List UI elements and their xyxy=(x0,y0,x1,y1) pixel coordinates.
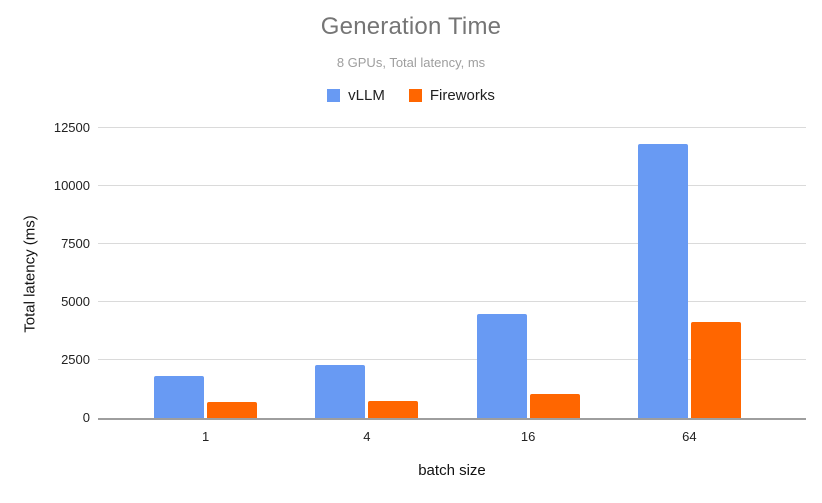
bar-group-batch-4 xyxy=(286,128,447,418)
y-tick-label-7500: 7500 xyxy=(61,236,90,251)
y-tick-label-5000: 5000 xyxy=(61,294,90,309)
y-tick-label-2500: 2500 xyxy=(61,352,90,367)
bar-fireworks-batch-4 xyxy=(368,400,419,418)
gridline-10000 xyxy=(98,185,806,186)
gridline-2500 xyxy=(98,359,806,360)
x-tick-label-16: 16 xyxy=(520,429,536,444)
legend: vLLM Fireworks xyxy=(0,87,822,104)
bar-group-batch-1 xyxy=(125,128,286,418)
bar-fireworks-batch-16 xyxy=(529,393,580,418)
bar-group-batch-16 xyxy=(448,128,609,418)
y-axis-labels: 0 2500 5000 7500 10000 12500 xyxy=(0,120,90,425)
x-axis-title: batch size xyxy=(418,462,486,479)
plot-area xyxy=(98,127,806,420)
bar-groups xyxy=(125,128,770,418)
legend-swatch-icon xyxy=(327,89,341,102)
gridline-5000 xyxy=(98,301,806,302)
x-tick-label-64: 64 xyxy=(682,429,697,444)
bar-vllm-batch-64 xyxy=(637,144,688,418)
y-tick-label-12500: 12500 xyxy=(53,120,90,135)
legend-swatch-icon xyxy=(408,89,422,102)
x-axis-labels: 1 4 16 64 xyxy=(125,429,770,444)
x-tick-label-4: 4 xyxy=(363,429,371,444)
bar-fireworks-batch-64 xyxy=(690,321,741,418)
bar-vllm-batch-1 xyxy=(154,376,205,418)
legend-item-vllm: vLLM xyxy=(327,87,385,104)
bar-vllm-batch-16 xyxy=(476,313,527,418)
gridline-12500 xyxy=(98,127,806,128)
legend-label: vLLM xyxy=(348,87,385,104)
x-tick-label-1: 1 xyxy=(202,429,210,444)
gridline-7500 xyxy=(98,243,806,244)
chart-title: Generation Time xyxy=(320,13,502,40)
y-axis-title: Total latency (ms) xyxy=(21,215,39,333)
bar-group-batch-64 xyxy=(609,128,770,418)
y-tick-label-0: 0 xyxy=(82,410,90,425)
bar-fireworks-batch-1 xyxy=(207,401,258,418)
bar-vllm-batch-4 xyxy=(315,364,366,418)
legend-item-fireworks: Fireworks xyxy=(408,87,495,104)
y-tick-label-10000: 10000 xyxy=(53,178,90,193)
legend-label: Fireworks xyxy=(429,87,495,104)
chart-subtitle: 8 GPUs, Total latency, ms xyxy=(336,55,486,70)
